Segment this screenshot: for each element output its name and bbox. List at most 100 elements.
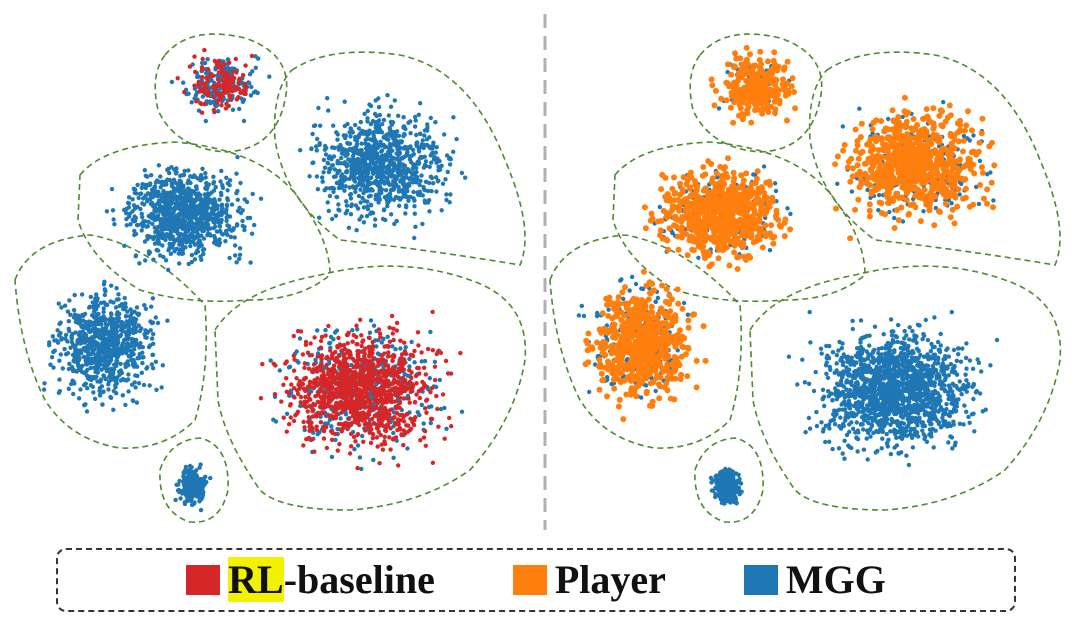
point-rl-baseline	[371, 377, 376, 382]
point-mgg	[107, 374, 112, 379]
point-player	[708, 76, 715, 83]
point-mgg	[411, 196, 416, 201]
point-mgg	[185, 193, 190, 198]
point-mgg	[716, 106, 722, 111]
point-rl-baseline	[376, 327, 382, 332]
point-rl-baseline	[324, 356, 329, 361]
point-mgg	[135, 182, 140, 188]
point-rl-baseline	[201, 82, 207, 88]
point-mgg	[190, 232, 195, 237]
point-mgg	[237, 205, 242, 210]
point-rl-baseline	[429, 385, 435, 391]
point-mgg	[106, 317, 111, 322]
point-mgg	[114, 381, 120, 386]
point-mgg	[356, 193, 362, 199]
point-rl-baseline	[449, 424, 454, 429]
point-mgg	[335, 137, 340, 142]
point-mgg	[311, 160, 316, 165]
point-mgg	[395, 170, 401, 175]
point-mgg	[57, 377, 62, 382]
point-rl-baseline	[211, 83, 216, 89]
point-mgg	[114, 361, 119, 366]
point-mgg	[132, 325, 137, 331]
point-mgg	[149, 336, 155, 341]
point-mgg	[343, 133, 348, 138]
point-mgg	[42, 381, 47, 386]
point-mgg	[410, 166, 415, 171]
point-player	[737, 105, 744, 112]
point-mgg	[133, 254, 138, 259]
point-mgg	[391, 455, 396, 460]
point-mgg	[133, 320, 138, 325]
point-mgg	[376, 154, 381, 160]
point-rl-baseline	[326, 380, 331, 386]
point-mgg	[185, 214, 190, 220]
point-mgg	[181, 172, 187, 178]
point-mgg	[168, 236, 173, 242]
point-mgg	[387, 127, 393, 132]
point-rl-baseline	[279, 399, 284, 404]
point-mgg	[101, 374, 107, 379]
point-rl-baseline	[230, 88, 235, 94]
point-player	[736, 95, 743, 102]
point-mgg	[371, 457, 376, 463]
point-mgg	[149, 201, 154, 206]
point-mgg	[78, 336, 83, 342]
point-mgg	[357, 217, 362, 222]
point-mgg	[150, 352, 156, 357]
point-mgg	[376, 96, 381, 101]
point-player	[781, 64, 788, 71]
point-mgg	[187, 218, 193, 224]
point-player	[743, 44, 750, 51]
point-mgg	[331, 189, 336, 195]
point-rl-baseline	[300, 352, 306, 357]
point-mgg	[153, 315, 158, 320]
point-mgg	[78, 341, 83, 346]
point-rl-baseline	[399, 383, 405, 388]
point-mgg	[99, 384, 105, 389]
point-mgg	[112, 334, 118, 339]
point-mgg	[320, 175, 325, 180]
point-mgg	[150, 296, 156, 301]
point-mgg	[131, 203, 137, 208]
point-mgg	[113, 385, 118, 390]
point-mgg	[103, 322, 109, 327]
point-mgg	[79, 292, 85, 297]
point-rl-baseline	[338, 400, 343, 405]
point-mgg	[379, 148, 385, 153]
point-rl-baseline	[430, 460, 436, 465]
point-mgg	[388, 168, 393, 173]
point-rl-baseline	[291, 333, 296, 339]
point-rl-baseline	[377, 461, 382, 466]
point-rl-baseline	[305, 384, 311, 389]
point-rl-baseline	[311, 385, 317, 391]
point-mgg	[72, 357, 77, 362]
point-mgg	[111, 388, 117, 394]
point-mgg	[200, 166, 205, 171]
point-mgg	[182, 468, 188, 473]
point-mgg	[314, 144, 319, 149]
point-rl-baseline	[319, 353, 325, 358]
point-mgg	[195, 248, 200, 253]
point-mgg	[227, 255, 232, 261]
point-rl-baseline	[386, 423, 391, 428]
point-rl-baseline	[415, 330, 421, 335]
point-mgg	[444, 426, 449, 431]
point-rl-baseline	[458, 350, 463, 356]
point-mgg	[102, 327, 108, 332]
point-mgg	[368, 202, 374, 207]
point-rl-baseline	[385, 354, 391, 359]
point-mgg	[336, 147, 342, 152]
point-mgg	[198, 462, 203, 467]
point-mgg	[48, 362, 53, 367]
point-mgg	[367, 330, 373, 335]
point-mgg	[192, 225, 197, 230]
point-mgg	[67, 361, 72, 366]
point-mgg	[255, 90, 260, 96]
point-rl-baseline	[215, 65, 220, 70]
point-mgg	[253, 65, 258, 71]
point-rl-baseline	[351, 365, 356, 370]
point-mgg	[130, 197, 135, 202]
point-mgg	[96, 332, 101, 337]
point-player	[752, 107, 758, 114]
